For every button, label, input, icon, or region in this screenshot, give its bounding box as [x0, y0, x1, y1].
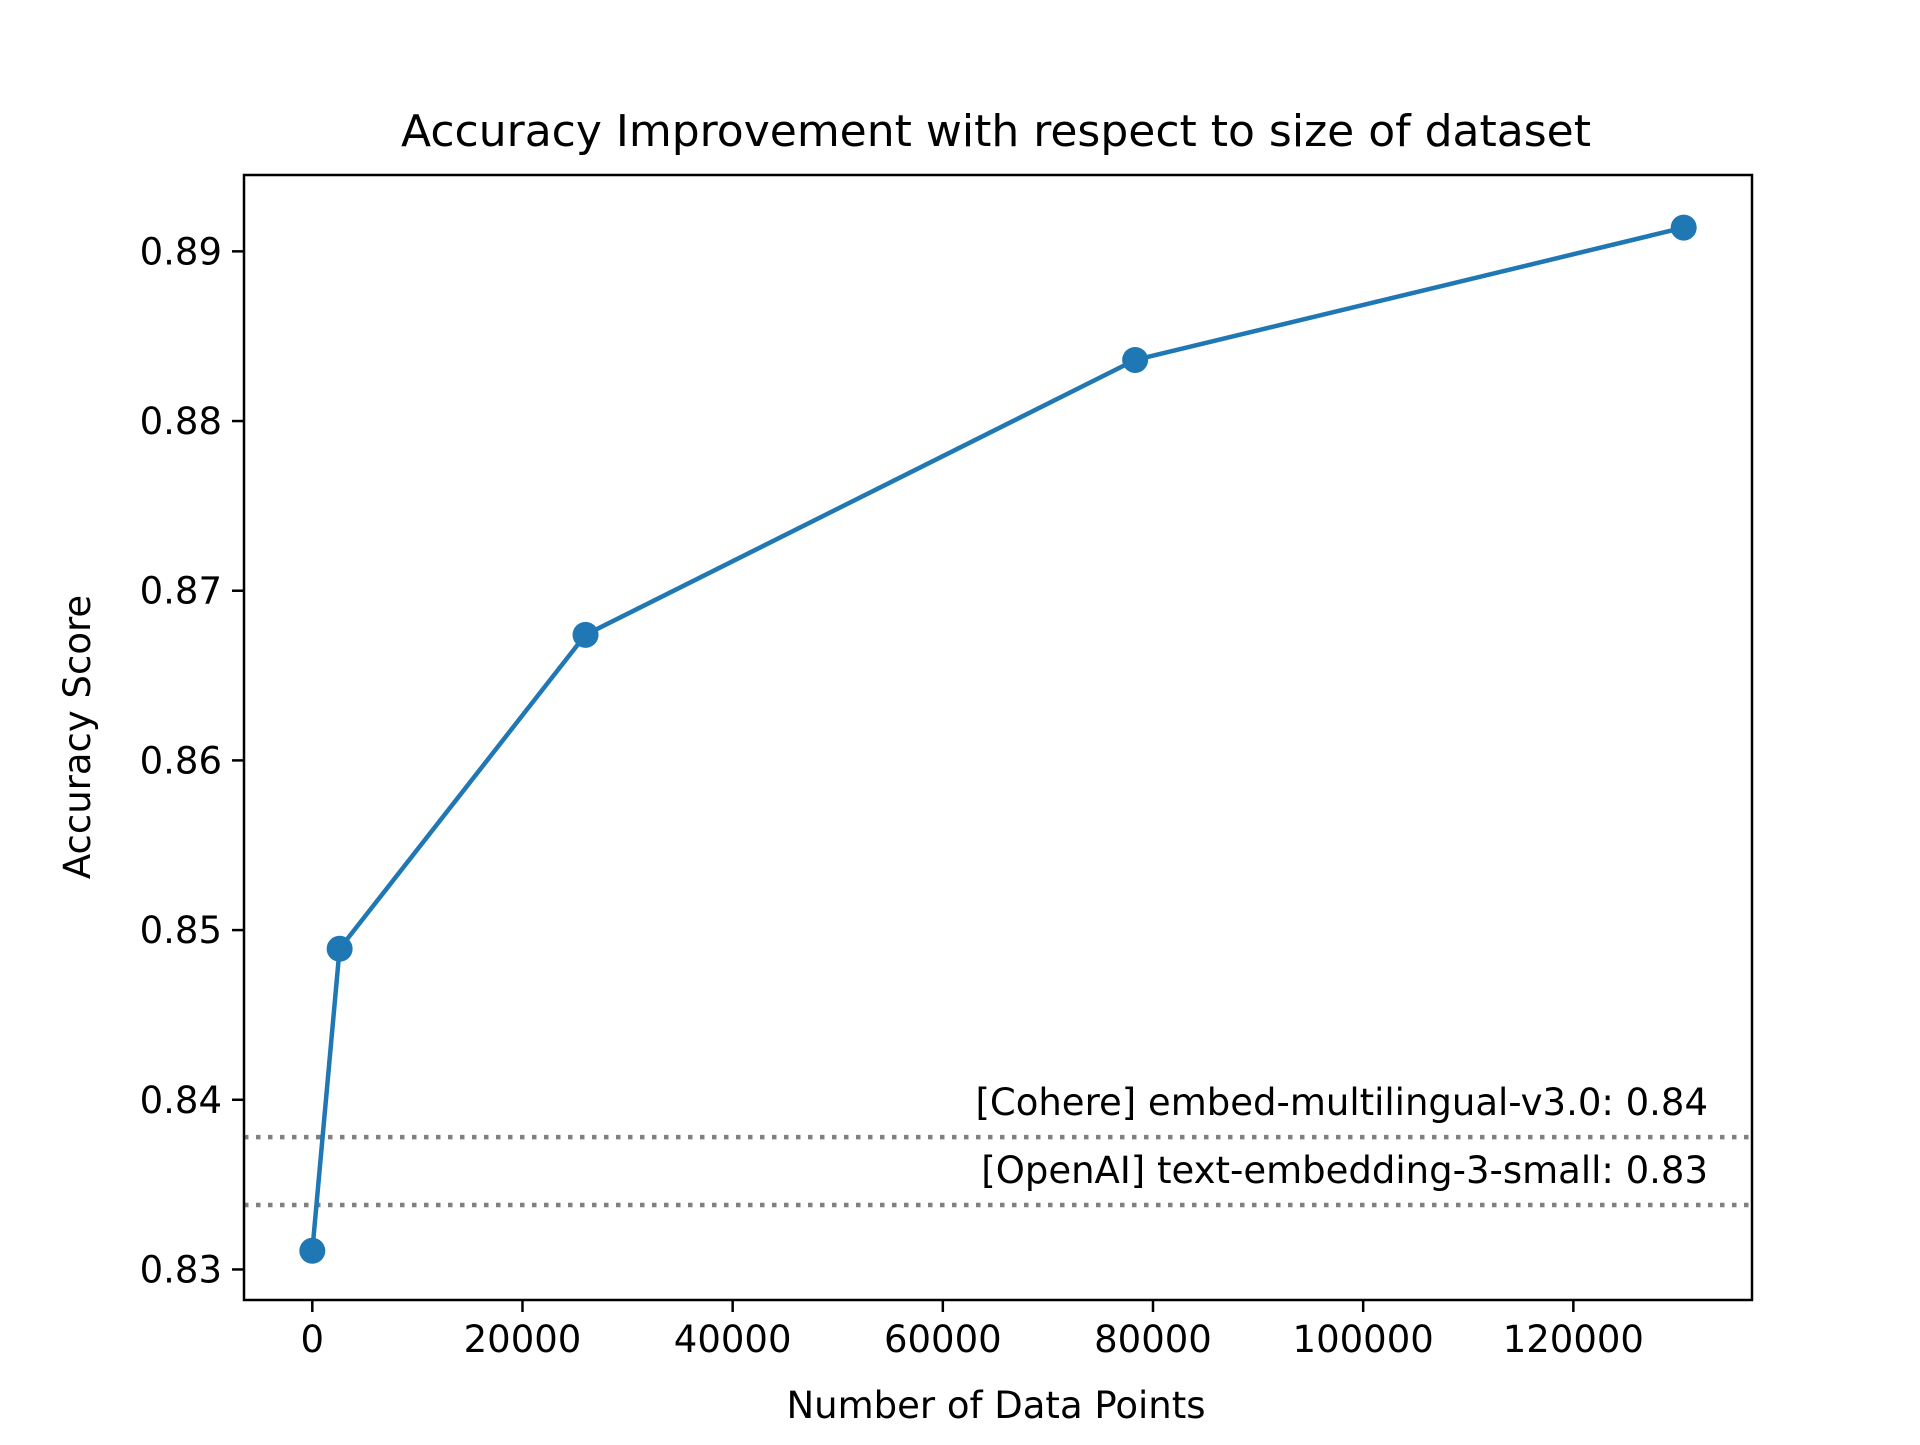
y-tick-label: 0.88	[140, 400, 222, 443]
y-axis-ticks: 0.83 0.84 0.85 0.86 0.87 0.88 0.89	[140, 230, 244, 1291]
y-axis-label: Accuracy Score	[56, 595, 99, 879]
x-tick-label: 40000	[674, 1318, 792, 1361]
reference-lines: [OpenAI] text-embedding-3-small: 0.83 [Co…	[244, 1081, 1752, 1208]
data-point	[1670, 214, 1697, 241]
reference-line-label: [OpenAI] text-embedding-3-small: 0.83	[981, 1149, 1708, 1192]
y-tick-label: 0.86	[140, 739, 222, 782]
x-tick-label: 60000	[884, 1318, 1002, 1361]
x-tick-label: 120000	[1503, 1318, 1644, 1361]
chart-title: Accuracy Improvement with respect to siz…	[401, 106, 1591, 157]
reference-line-label: [Cohere] embed-multilingual-v3.0: 0.84	[975, 1081, 1708, 1124]
data-point	[1122, 346, 1149, 373]
y-tick-label: 0.84	[140, 1079, 222, 1122]
data-point	[326, 935, 353, 962]
data-point	[572, 621, 599, 648]
x-axis-label: Number of Data Points	[786, 1384, 1205, 1427]
y-tick-label: 0.83	[140, 1248, 222, 1291]
y-tick-label: 0.89	[140, 230, 222, 273]
x-tick-label: 20000	[464, 1318, 582, 1361]
y-tick-label: 0.85	[140, 909, 222, 952]
plot-area-frame	[242, 173, 1754, 1302]
x-tick-label: 80000	[1094, 1318, 1212, 1361]
y-tick-label: 0.87	[140, 570, 222, 613]
series-layer	[299, 214, 1697, 1264]
x-tick-label: 100000	[1293, 1318, 1434, 1361]
x-axis-ticks: 0 20000 40000 60000 80000 100000 120000	[301, 1300, 1644, 1361]
data-point	[299, 1237, 326, 1264]
x-tick-label: 0	[301, 1318, 325, 1361]
